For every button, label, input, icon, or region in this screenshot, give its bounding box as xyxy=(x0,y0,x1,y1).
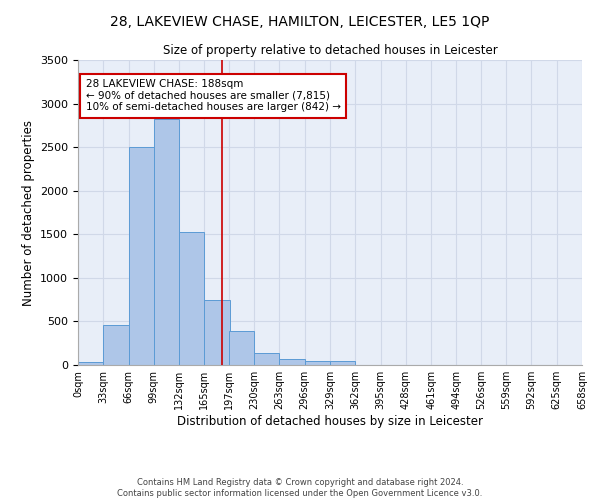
Text: 28 LAKEVIEW CHASE: 188sqm
← 90% of detached houses are smaller (7,815)
10% of se: 28 LAKEVIEW CHASE: 188sqm ← 90% of detac… xyxy=(86,79,341,112)
Title: Size of property relative to detached houses in Leicester: Size of property relative to detached ho… xyxy=(163,44,497,58)
Y-axis label: Number of detached properties: Number of detached properties xyxy=(22,120,35,306)
Bar xyxy=(205,300,230,365)
Bar xyxy=(103,325,128,365)
Bar xyxy=(254,353,280,365)
Bar xyxy=(128,147,154,365)
Text: 28, LAKEVIEW CHASE, HAMILTON, LEICESTER, LE5 1QP: 28, LAKEVIEW CHASE, HAMILTON, LEICESTER,… xyxy=(110,15,490,29)
Text: Contains HM Land Registry data © Crown copyright and database right 2024.
Contai: Contains HM Land Registry data © Crown c… xyxy=(118,478,482,498)
Bar xyxy=(330,360,355,365)
Bar xyxy=(280,359,305,365)
Bar xyxy=(229,331,254,365)
Bar xyxy=(78,362,103,365)
X-axis label: Distribution of detached houses by size in Leicester: Distribution of detached houses by size … xyxy=(177,415,483,428)
Bar xyxy=(305,360,330,365)
Bar xyxy=(154,120,179,365)
Bar xyxy=(179,232,205,365)
